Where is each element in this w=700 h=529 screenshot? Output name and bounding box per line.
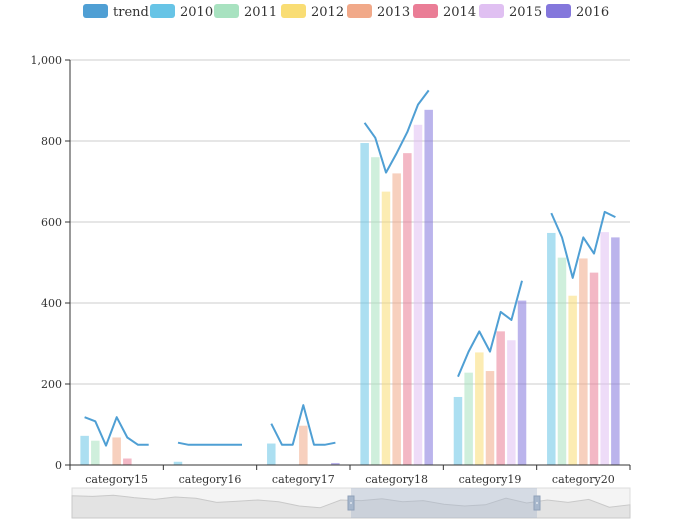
bar-2013-category15[interactable]: [112, 437, 121, 465]
legend: trend 2010 2011 2012 2013 2014 2015 2016: [83, 4, 609, 20]
legend-item[interactable]: 2014: [413, 4, 476, 20]
legend-item[interactable]: 2015: [479, 4, 542, 20]
legend-item[interactable]: 2012: [281, 4, 344, 20]
legend-item[interactable]: 2010: [150, 4, 213, 20]
bar-2013-category20[interactable]: [579, 258, 588, 465]
legend-label: 2015: [509, 5, 542, 20]
axes: 0 200 400 600 800 1,000 category15 category16 ca…: [31, 54, 631, 486]
bar-2012-category19[interactable]: [475, 352, 484, 465]
x-tick-label: category17: [272, 473, 335, 486]
bar-2015-category18[interactable]: [413, 124, 423, 466]
trend-line-category20[interactable]: [550, 210, 616, 279]
legend-label: 2014: [443, 5, 476, 20]
x-tick-label: category16: [179, 473, 242, 486]
datazoom-left-handle[interactable]: [347, 495, 355, 511]
trend-line-category19[interactable]: [457, 280, 523, 378]
legend-swatch: [347, 4, 372, 18]
trend-line-category17[interactable]: [270, 404, 336, 446]
bar-2011-category20[interactable]: [557, 257, 567, 465]
legend-swatch: [150, 4, 175, 18]
x-tick-label: category20: [552, 473, 615, 486]
y-tick-label: 600: [41, 216, 62, 229]
legend-label: 2011: [244, 5, 277, 20]
legend-swatch: [413, 4, 438, 18]
bar-2016-category18[interactable]: [424, 109, 433, 465]
bar-2010-category20[interactable]: [547, 232, 556, 465]
trend-line-category15[interactable]: [84, 416, 149, 447]
bar-2014-category18[interactable]: [403, 153, 412, 465]
bar-2015-category20[interactable]: [600, 232, 609, 465]
x-tick-label: category18: [365, 473, 428, 486]
bar-2016-category20[interactable]: [611, 237, 620, 465]
legend-label: 2016: [576, 5, 609, 20]
legend-item[interactable]: 2016: [546, 4, 609, 20]
x-tick-label: category19: [459, 473, 522, 486]
legend-label: 2013: [377, 5, 410, 20]
legend-swatch: [83, 4, 108, 18]
bar-2010-category18[interactable]: [360, 143, 369, 465]
y-tick-label: 800: [41, 135, 62, 148]
trend-line-category18[interactable]: [363, 89, 430, 174]
bar-2015-category19[interactable]: [507, 340, 516, 465]
datazoom-selection[interactable]: [351, 488, 537, 518]
legend-label: 2012: [311, 5, 344, 20]
legend-swatch: [546, 4, 571, 18]
bar-2013-category17[interactable]: [299, 425, 308, 465]
legend-item[interactable]: 2013: [347, 4, 410, 20]
bar-2011-category19[interactable]: [464, 372, 473, 465]
datazoom-right-handle[interactable]: [533, 495, 541, 511]
legend-item[interactable]: 2011: [214, 4, 277, 20]
bar-2010-category19[interactable]: [453, 396, 463, 465]
y-tick-label: 1,000: [31, 54, 63, 67]
legend-swatch: [214, 4, 239, 18]
trend-line-category16[interactable]: [177, 441, 242, 446]
bar-2011-category18[interactable]: [371, 157, 380, 465]
bar-2012-category20[interactable]: [568, 295, 577, 465]
bar-2016-category19[interactable]: [517, 300, 527, 465]
bar-2012-category18[interactable]: [381, 191, 391, 465]
y-tick-label: 0: [55, 459, 62, 472]
legend-swatch: [479, 4, 504, 18]
bar-2014-category15[interactable]: [123, 458, 132, 465]
y-tick-label: 200: [41, 378, 62, 391]
legend-item[interactable]: trend: [83, 4, 149, 20]
legend-label: trend: [113, 5, 149, 20]
bar-2010-category15[interactable]: [80, 435, 89, 465]
bar-2011-category15[interactable]: [91, 440, 100, 465]
bar-2016-category17[interactable]: [331, 462, 340, 465]
trend-lines-layer: [84, 89, 616, 447]
legend-label: 2010: [180, 5, 213, 20]
bar-2010-category17[interactable]: [267, 443, 276, 465]
legend-swatch: [281, 4, 306, 18]
x-tick-label: category15: [85, 473, 148, 486]
bars-layer: [80, 109, 620, 466]
y-tick-label: 400: [41, 297, 62, 310]
datazoom-slider[interactable]: [71, 487, 631, 519]
bar-2014-category20[interactable]: [589, 272, 599, 465]
bar-2013-category19[interactable]: [485, 371, 495, 465]
bar-2014-category19[interactable]: [496, 331, 505, 465]
grid-lines: [70, 59, 630, 385]
bar-2013-category18[interactable]: [392, 173, 401, 465]
bar-2010-category16[interactable]: [173, 461, 183, 465]
